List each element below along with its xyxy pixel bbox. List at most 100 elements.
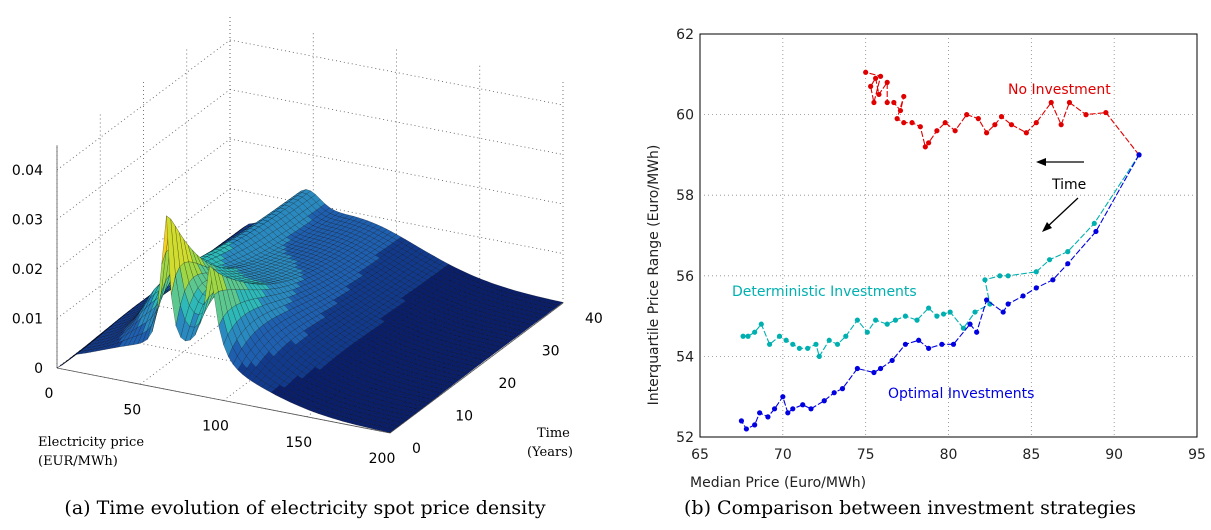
x-tick-label: 70 xyxy=(774,447,792,463)
data-point xyxy=(1065,249,1071,255)
x-tick-label: 90 xyxy=(1105,447,1123,463)
data-point xyxy=(1065,261,1071,267)
data-point xyxy=(891,99,897,106)
data-point xyxy=(975,116,981,122)
data-point xyxy=(901,120,907,126)
z-tick-label: 0.04 xyxy=(12,163,43,179)
time-arrow-diagonal xyxy=(1042,197,1079,232)
data-point xyxy=(766,341,773,347)
price-tick-label: 150 xyxy=(285,435,312,451)
data-point xyxy=(1033,120,1039,126)
z-tick-label: 0.01 xyxy=(12,312,43,328)
z-gridline xyxy=(229,39,564,106)
data-point xyxy=(942,120,948,126)
y-axis-label-line1: Time xyxy=(537,426,570,441)
price-tick-label: 200 xyxy=(369,451,396,467)
series-line xyxy=(865,71,1140,156)
data-point xyxy=(926,140,932,146)
time-axis-line xyxy=(389,302,564,434)
data-point xyxy=(1058,122,1064,128)
data-point xyxy=(864,329,870,335)
data-point xyxy=(926,305,932,311)
data-point xyxy=(892,317,899,323)
data-point xyxy=(1103,109,1109,116)
data-point xyxy=(826,337,832,343)
z-tick-label: 0.03 xyxy=(12,213,43,229)
data-point xyxy=(984,130,990,136)
price-tick-label: 0 xyxy=(45,386,54,402)
data-point xyxy=(816,353,822,359)
x-tick-label: 95 xyxy=(1188,447,1206,463)
data-point xyxy=(947,309,953,315)
z-tick-label: 0.02 xyxy=(12,262,43,278)
y-tick-label: 60 xyxy=(676,108,694,124)
data-point xyxy=(974,329,980,335)
x-tick-label: 80 xyxy=(940,447,958,463)
price-tick-label: 50 xyxy=(123,402,141,418)
y-axis-label: Interquartile Price Range (Euro/MWh) xyxy=(646,145,662,406)
series-label-optimal: Optimal Investments xyxy=(888,386,1034,402)
data-point xyxy=(884,321,890,327)
data-point xyxy=(871,99,877,106)
z-gridline xyxy=(229,89,564,155)
data-point xyxy=(745,333,751,339)
data-point xyxy=(982,277,988,283)
data-point xyxy=(854,317,860,323)
z-gridline xyxy=(229,188,564,254)
data-point xyxy=(776,333,783,339)
data-point xyxy=(758,321,764,327)
data-point xyxy=(1046,257,1053,263)
scatter-series xyxy=(738,69,1142,432)
data-point xyxy=(1000,309,1006,315)
z-gridline xyxy=(56,138,231,270)
x-axis-label-line1: Electricity price xyxy=(38,435,144,450)
z-gridline xyxy=(56,39,231,171)
data-point xyxy=(796,345,802,351)
data-point xyxy=(873,317,879,323)
time-tick-label: 0 xyxy=(412,441,421,457)
y-tick-label: 52 xyxy=(676,430,694,446)
data-point xyxy=(1136,152,1142,158)
data-point xyxy=(939,341,945,347)
data-point xyxy=(997,273,1003,279)
y-tick-label: 58 xyxy=(676,188,694,204)
data-point xyxy=(808,406,814,412)
data-point xyxy=(972,309,978,315)
data-point xyxy=(785,410,791,416)
data-point xyxy=(765,414,771,420)
data-point xyxy=(839,386,846,392)
data-point xyxy=(854,365,860,372)
z-tick-label: 0 xyxy=(34,361,43,377)
price-axis-line xyxy=(56,367,391,434)
data-point xyxy=(868,83,874,89)
data-point xyxy=(790,341,796,347)
data-point xyxy=(800,402,806,408)
data-point xyxy=(757,410,763,416)
time-tick-label: 40 xyxy=(585,311,603,327)
data-point xyxy=(876,91,882,98)
data-point xyxy=(743,426,749,432)
caption-b: (b) Comparison between investment strate… xyxy=(684,497,1136,519)
data-point xyxy=(917,124,923,130)
data-point xyxy=(877,365,884,372)
data-point xyxy=(926,345,932,351)
data-point xyxy=(771,406,778,412)
series-2 xyxy=(738,152,1142,432)
data-point xyxy=(873,75,879,81)
data-point xyxy=(894,116,900,122)
surface-facet xyxy=(384,428,395,433)
data-point xyxy=(752,329,758,335)
scatter-chart-panel: 65 70 75 80 85 90 95 52 54 56 58 60 62 Median Price … xyxy=(600,0,1211,530)
data-point xyxy=(934,128,940,134)
data-point xyxy=(934,313,940,319)
time-annotation: Time xyxy=(1051,177,1086,193)
y-axis-label-line2: (Years) xyxy=(527,445,573,460)
data-point xyxy=(821,398,827,404)
data-point xyxy=(984,297,990,303)
data-point xyxy=(831,390,837,396)
scatter-grid xyxy=(699,33,1198,438)
z-gridline xyxy=(229,138,564,205)
time-floor-gridline xyxy=(100,335,434,401)
data-point xyxy=(902,313,909,319)
data-point xyxy=(952,128,958,134)
